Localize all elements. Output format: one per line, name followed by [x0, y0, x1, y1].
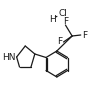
Text: Cl: Cl	[58, 9, 67, 18]
Text: H: H	[49, 14, 55, 23]
Text: F: F	[82, 30, 87, 39]
Text: F: F	[57, 38, 62, 47]
Text: HN: HN	[2, 53, 16, 62]
Text: F: F	[63, 18, 68, 27]
